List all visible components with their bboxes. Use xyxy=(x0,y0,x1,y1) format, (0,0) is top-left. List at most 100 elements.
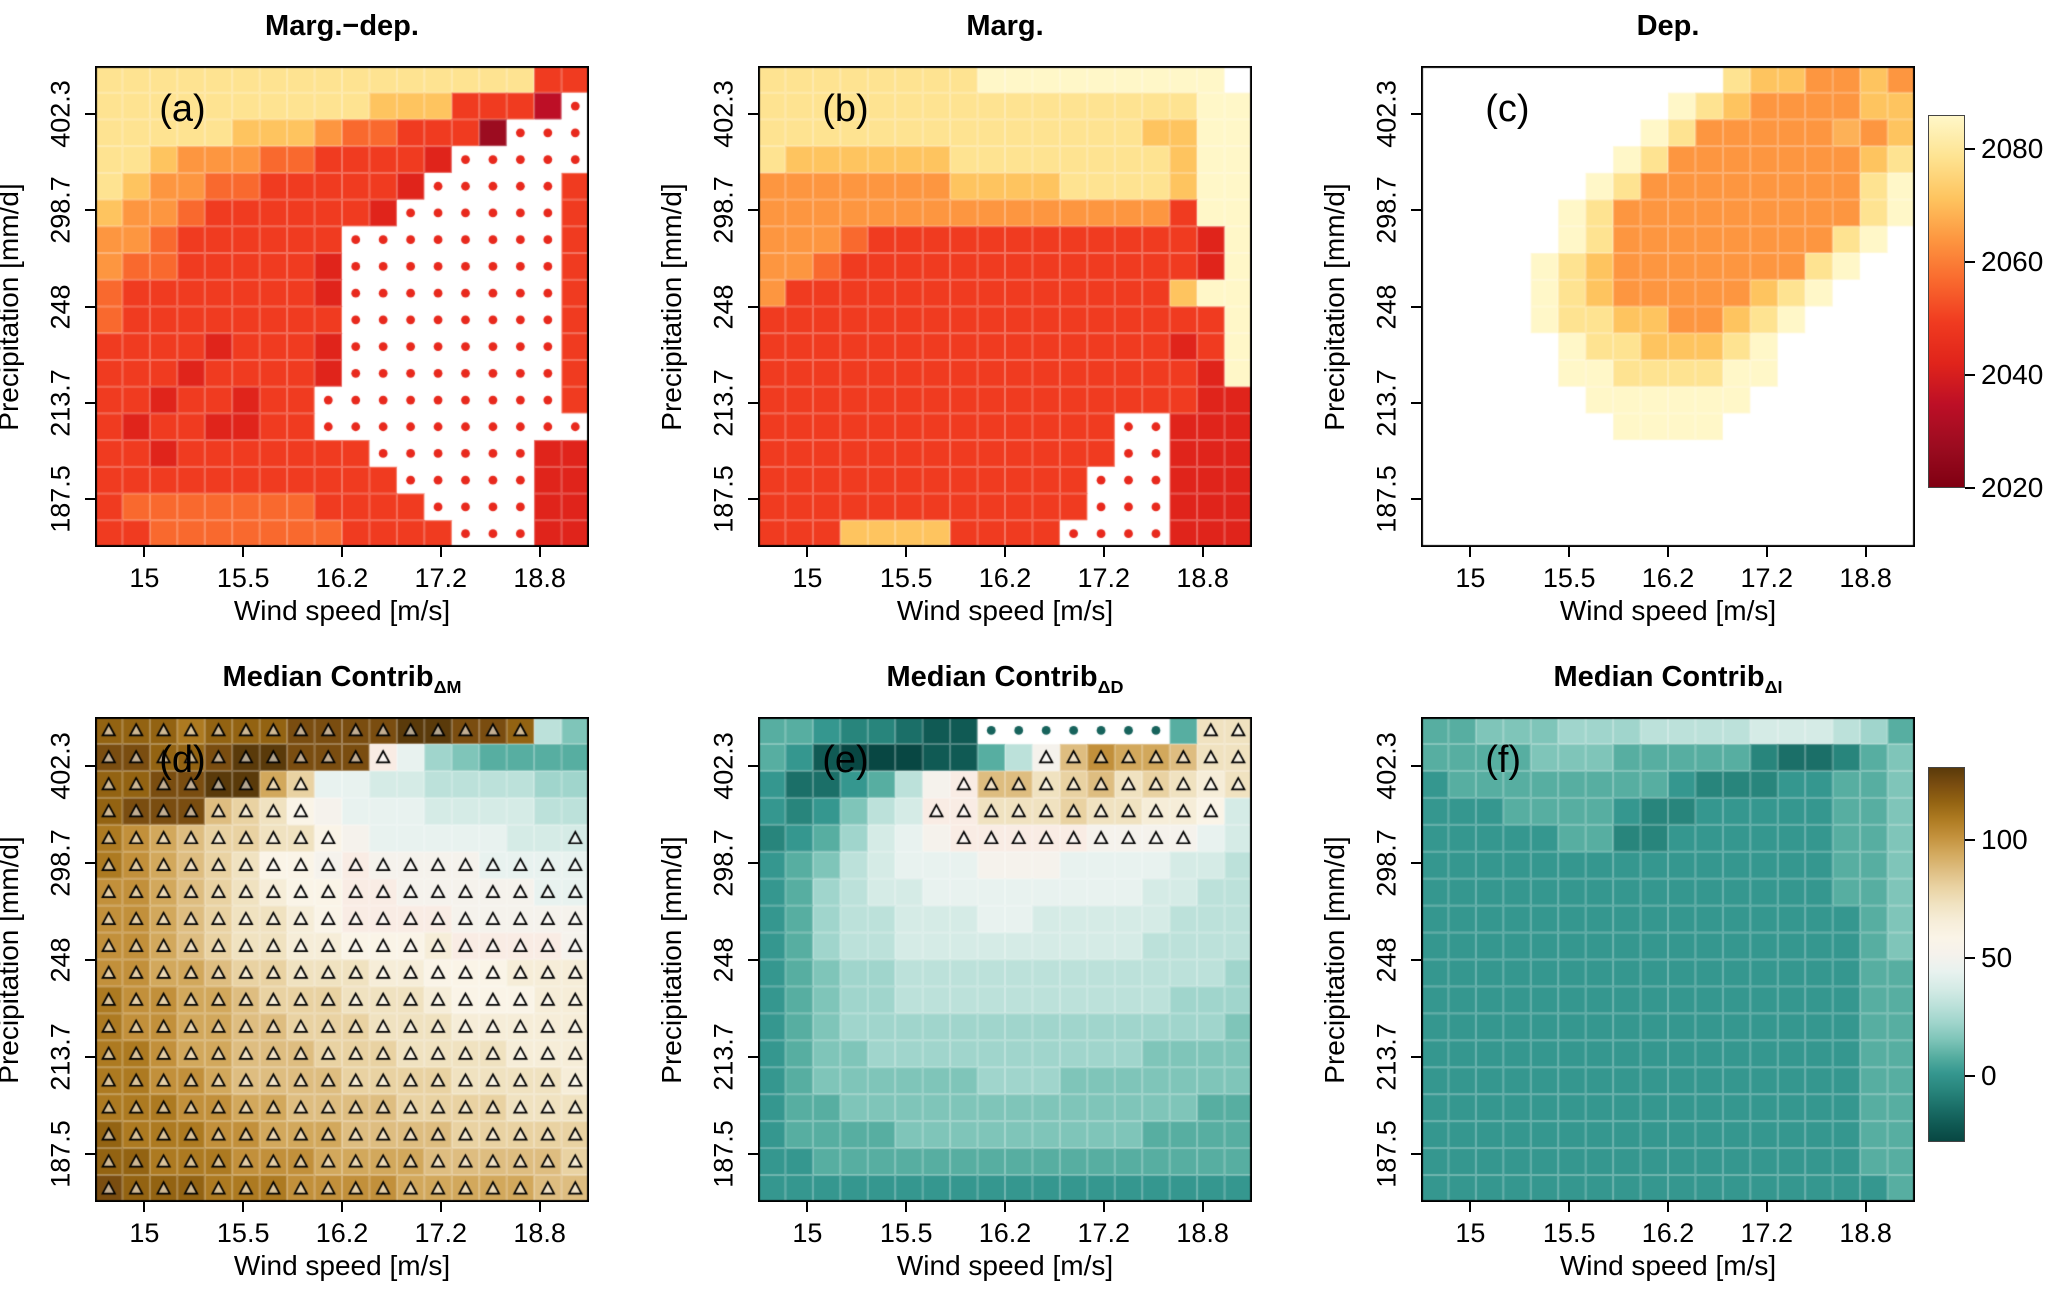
panel-b: Marg. (b) Wind speed [m/s] Precipitation… xyxy=(656,10,1252,626)
panel-a-xaxis-title: Wind speed [m/s] xyxy=(233,595,451,626)
panel-e-xtick-mark xyxy=(1201,1202,1204,1212)
cbar-top-tick-label: 2060 xyxy=(1981,245,2044,277)
panel-e-xaxis-title: Wind speed [m/s] xyxy=(896,1250,1114,1281)
panel-b-ytick-label: 402.3 xyxy=(708,80,739,148)
panel-f-ytick-mark xyxy=(1411,1055,1421,1058)
panel-b-xtick-mark xyxy=(1201,547,1204,557)
panel-e-letter: (e) xyxy=(822,738,869,781)
panel-f-xtick-mark xyxy=(1667,1202,1669,1212)
panel-a-ytick-mark xyxy=(85,209,95,212)
panel-c-xtick-mark xyxy=(1667,547,1669,557)
panel-b-xtick-label: 17.2 xyxy=(1077,563,1131,593)
panel-c-yaxis-title: Precipitation [mm/d] xyxy=(1319,182,1350,431)
panel-a-xtick-mark xyxy=(143,547,146,557)
panel-b-xtick-label: 15.5 xyxy=(879,563,933,593)
panel-a-ytick-label: 402.3 xyxy=(45,80,76,148)
panel-a-xtick-label: 15.5 xyxy=(216,563,270,593)
panel-c-ytick-mark xyxy=(1411,305,1421,308)
panel-c-xtick-mark xyxy=(1469,547,1472,557)
panel-a-ytick-mark xyxy=(85,497,95,500)
panel-d-ytick-mark xyxy=(85,1152,95,1155)
panel-d-ytick-label: 213.7 xyxy=(45,1022,76,1091)
panel-a-ytick-mark xyxy=(85,305,95,308)
panel-f-yaxis-title: Precipitation [mm/d] xyxy=(1319,835,1350,1084)
panel-d-ytick-label: 402.3 xyxy=(45,731,76,800)
panel-d-xtick-mark xyxy=(242,1202,245,1212)
panel-b-title: Marg. xyxy=(966,10,1044,42)
colorbar-years: 2080 2060 2040 2020 xyxy=(1928,115,2043,503)
panel-e-xtick-label: 15.5 xyxy=(879,1218,933,1248)
panel-f-ytick-label: 213.7 xyxy=(1371,1022,1402,1091)
panel-f-xtick-label: 15.5 xyxy=(1542,1218,1596,1248)
colorbar-contrib: 100 50 0 xyxy=(1928,767,2028,1142)
panel-d-ytick-mark xyxy=(85,861,95,864)
cbar-top-tick-label: 2040 xyxy=(1981,358,2044,390)
panel-c-xaxis-title: Wind speed [m/s] xyxy=(1559,595,1777,626)
panel-a-letter: (a) xyxy=(159,87,206,130)
panel-a-ytick-label: 298.7 xyxy=(45,176,76,245)
cbar-top-tick-label: 2080 xyxy=(1981,132,2044,164)
panel-b-ytick-mark xyxy=(748,401,758,404)
panel-d-letter: (d) xyxy=(159,738,206,781)
panel-c-ytick-mark xyxy=(1411,497,1421,500)
panel-d-xaxis-title: Wind speed [m/s] xyxy=(233,1250,451,1281)
panel-a: Marg.−dep. (a) Wind speed [m/s] Precipit… xyxy=(0,10,589,626)
panel-c: Dep. (c) Wind speed [m/s] Precipitation … xyxy=(1319,10,1915,626)
panel-e: Median ContribΔD (e) Wind speed [m/s] Pr… xyxy=(656,661,1252,1281)
panel-f-xtick-mark xyxy=(1568,1202,1571,1212)
panel-b-ytick-label: 187.5 xyxy=(708,465,739,533)
panel-c-ytick-label: 248 xyxy=(1371,283,1402,330)
panel-e-xtick-label: 18.8 xyxy=(1176,1218,1229,1248)
panel-a-ytick-label: 213.7 xyxy=(45,368,76,437)
panel-d-xtick-label: 17.2 xyxy=(414,1218,468,1248)
panel-b-xtick-mark xyxy=(806,547,809,557)
panel-a-ytick-label: 248 xyxy=(45,283,76,330)
panel-e-heatmap xyxy=(758,717,1252,1202)
panel-c-ytick-mark xyxy=(1411,401,1421,404)
panel-f-xaxis-title: Wind speed [m/s] xyxy=(1559,1250,1777,1281)
panel-e-ytick-label: 298.7 xyxy=(708,828,739,897)
cbar-bottom-tick-label: 0 xyxy=(1981,1059,1997,1091)
colorbar-contrib-gradient xyxy=(1928,767,1965,1142)
panel-c-ytick-label: 213.7 xyxy=(1371,368,1402,437)
panel-d-ytick-label: 248 xyxy=(45,936,76,983)
panel-d: Median ContribΔM (d) Wind speed [m/s] Pr… xyxy=(0,661,589,1281)
panel-a-xtick-label: 17.2 xyxy=(414,563,468,593)
panel-b-xtick-label: 15 xyxy=(792,563,823,593)
panel-d-ytick-mark xyxy=(85,1055,95,1058)
panel-c-xtick-label: 17.2 xyxy=(1740,563,1794,593)
panel-a-xtick-mark xyxy=(439,547,442,557)
panel-f-xtick-mark xyxy=(1864,1202,1867,1212)
panel-d-xtick-label: 18.8 xyxy=(513,1218,566,1248)
panel-d-xtick-mark xyxy=(341,1202,343,1212)
panel-b-ytick-mark xyxy=(748,497,758,500)
colorbar-years-gradient xyxy=(1928,115,1965,488)
panel-b-xtick-label: 18.8 xyxy=(1176,563,1229,593)
panel-c-xtick-mark xyxy=(1864,547,1867,557)
panel-a-ytick-mark xyxy=(85,401,95,404)
panel-f-heatmap xyxy=(1421,717,1915,1202)
cbar-top-tick-mark xyxy=(1965,260,1975,263)
panel-f-ytick-mark xyxy=(1411,861,1421,864)
panel-b-heatmap xyxy=(758,66,1252,547)
panel-b-xtick-label: 16.2 xyxy=(978,563,1032,593)
panel-e-yaxis-title: Precipitation [mm/d] xyxy=(656,835,687,1084)
panel-e-title: Median ContribΔD xyxy=(886,661,1124,697)
cbar-top-tick-label: 2020 xyxy=(1981,472,2044,503)
panel-c-ytick-mark xyxy=(1411,113,1421,116)
panel-d-xtick-mark xyxy=(538,1202,541,1212)
panel-e-ytick-mark xyxy=(748,1152,758,1155)
panel-f-xtick-label: 16.2 xyxy=(1641,1218,1695,1248)
panel-f-ytick-mark xyxy=(1411,958,1421,961)
cbar-top-tick-mark xyxy=(1965,373,1975,376)
panel-d-title: Median ContribΔM xyxy=(222,661,462,697)
panel-b-ytick-label: 298.7 xyxy=(708,176,739,245)
panel-a-xtick-label: 15 xyxy=(129,563,160,593)
panel-f-ytick-label: 248 xyxy=(1371,936,1402,983)
panel-e-ytick-label: 213.7 xyxy=(708,1022,739,1091)
panel-b-xaxis-title: Wind speed [m/s] xyxy=(896,595,1114,626)
cbar-bottom-tick-mark xyxy=(1965,957,1975,960)
panel-a-xtick-mark xyxy=(538,547,541,557)
panel-c-ytick-mark xyxy=(1411,209,1421,212)
